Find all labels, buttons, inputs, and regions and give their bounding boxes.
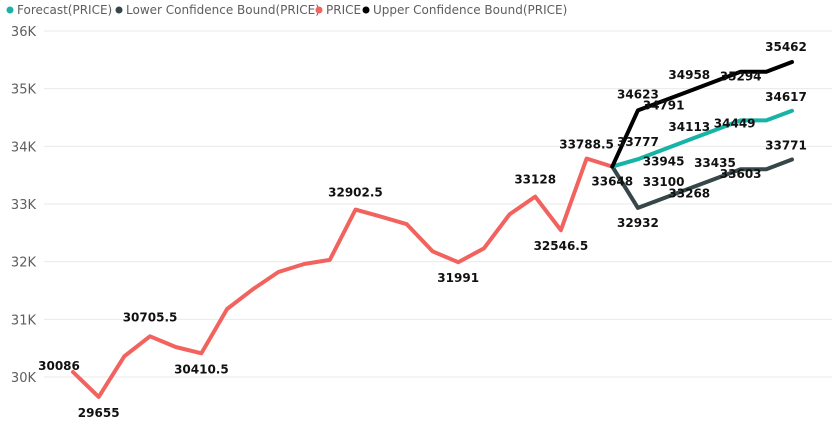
y-tick-label: 36K: [11, 25, 37, 40]
data-label-forecast-price: 34617: [765, 90, 807, 104]
data-label-lower-confidence-bound-price: 32932: [617, 216, 659, 230]
data-label-price: 32546.5: [534, 239, 589, 253]
y-axis: 30K 31K 32K 33K 34K 35K 36K: [11, 25, 37, 386]
data-label-forecast-price: 33945: [643, 155, 685, 169]
data-label-lower-confidence-bound-price: 33771: [765, 139, 807, 153]
legend-label: Forecast(PRICE): [17, 3, 112, 17]
data-label-upper-confidence-bound-price: 35462: [765, 40, 807, 54]
data-label-upper-confidence-bound-price: 34791: [643, 99, 685, 113]
data-label-upper-confidence-bound-price: 35294: [720, 70, 762, 84]
gridlines: [44, 30, 832, 378]
data-label-price: 33128: [514, 173, 556, 187]
data-label-forecast-price: 34113: [668, 120, 710, 134]
y-tick-label: 31K: [11, 313, 37, 328]
y-tick-label: 34K: [11, 140, 37, 155]
data-label-price: 32902.5: [328, 186, 383, 200]
series-lines: [71, 60, 794, 399]
series-line-forecast-price[interactable]: [610, 108, 794, 169]
data-label-lower-confidence-bound-price: 33100: [643, 175, 685, 189]
legend-marker: [315, 6, 323, 14]
data-label-lower-confidence-bound-price: 33603: [720, 167, 762, 181]
data-label-upper-confidence-bound-price: 34623: [617, 87, 659, 101]
series-line-price[interactable]: [71, 156, 615, 399]
legend-marker: [6, 6, 14, 14]
legend-label: Upper Confidence Bound(PRICE): [373, 3, 567, 17]
series-line-lower-confidence-bound-price[interactable]: [610, 157, 794, 210]
legend-item-upper-confidence-bound-price[interactable]: Upper Confidence Bound(PRICE): [362, 3, 568, 17]
legend-marker: [115, 6, 123, 14]
legend-label: PRICE: [326, 3, 361, 17]
data-label-price: 33788.5: [559, 138, 614, 152]
legend-item-forecast-price[interactable]: Forecast(PRICE): [6, 3, 113, 17]
y-tick-label: 32K: [11, 256, 37, 271]
data-label-price: 29655: [78, 406, 120, 420]
y-tick-label: 33K: [11, 198, 37, 213]
data-label-lower-confidence-bound-price: 33435: [694, 156, 736, 170]
data-label-price: 30086: [38, 359, 80, 373]
data-label-price: 30705.5: [123, 310, 178, 324]
legend-marker: [362, 6, 370, 14]
y-tick-label: 30K: [11, 371, 37, 386]
data-label-upper-confidence-bound-price: 34958: [668, 68, 710, 82]
data-label-price: 31991: [437, 271, 479, 285]
y-tick-label: 35K: [11, 83, 37, 98]
data-labels: 33777 33945 34113 34449 34617 32932 3310033268…: [38, 40, 807, 420]
data-label-forecast-price: 33777: [617, 135, 659, 149]
data-label-lower-confidence-bound-price: 33268: [668, 187, 710, 201]
legend: Forecast(PRICE) Lower Confidence Bound(PR…: [6, 3, 568, 17]
legend-item-lower-confidence-bound-price[interactable]: Lower Confidence Bound(PRICE): [115, 3, 320, 17]
series-line-upper-confidence-bound-price[interactable]: [610, 60, 794, 169]
data-label-price: 33648: [591, 175, 633, 189]
legend-item-price[interactable]: PRICE: [315, 3, 362, 17]
data-label-forecast-price: 34449: [714, 116, 756, 130]
legend-label: Lower Confidence Bound(PRICE): [126, 3, 320, 17]
data-label-price: 30410.5: [174, 362, 229, 376]
